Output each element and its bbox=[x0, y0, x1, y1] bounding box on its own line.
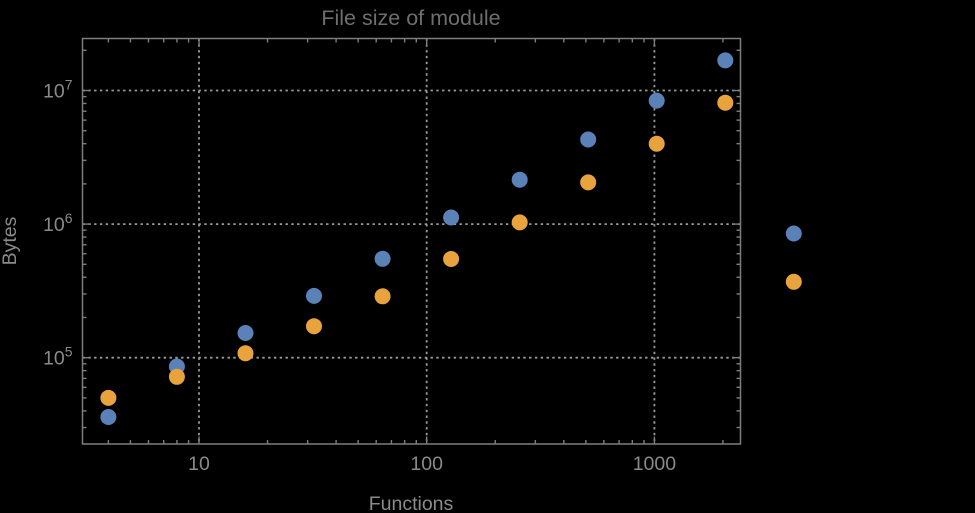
point-series-1-blue-x512 bbox=[580, 131, 597, 148]
x-tick-labels: 10 100 1000 bbox=[188, 453, 676, 475]
point-series-2-orange-x256 bbox=[511, 214, 528, 231]
series-series-1-blue bbox=[100, 52, 802, 425]
gridlines bbox=[82, 38, 741, 444]
plot-frame-group bbox=[81, 37, 742, 445]
plot-frame bbox=[81, 37, 742, 445]
axis-ticks bbox=[82, 38, 741, 444]
x-axis-label: Functions bbox=[369, 493, 454, 513]
y-tick-labels: 105 106 107 bbox=[43, 77, 73, 370]
point-series-1-blue-x1024 bbox=[648, 92, 665, 109]
x-tick-label-100: 100 bbox=[410, 453, 443, 475]
series-series-2-orange bbox=[100, 94, 802, 406]
x-tick-label-1000: 1000 bbox=[633, 453, 677, 475]
point-series-1-blue-x2048 bbox=[717, 52, 734, 69]
point-series-2-orange-x8 bbox=[168, 368, 185, 385]
point-series-1-blue-x64 bbox=[374, 250, 391, 267]
point-series-2-orange-x64 bbox=[374, 288, 391, 305]
point-series-1-blue-x16 bbox=[237, 325, 254, 341]
point-series-2-orange-x2048 bbox=[717, 94, 734, 111]
point-series-2-orange-x1024 bbox=[648, 135, 665, 152]
x-tick-label-10: 10 bbox=[188, 453, 210, 475]
point-series-2-orange-x4 bbox=[100, 389, 117, 406]
point-series-2-orange-x32 bbox=[306, 318, 322, 335]
y-tick-label-1e6: 106 bbox=[43, 210, 73, 236]
point-series-2-orange-x4096 bbox=[785, 273, 802, 290]
point-series-2-orange-x16 bbox=[237, 345, 254, 362]
point-series-2-orange-x512 bbox=[580, 174, 597, 191]
data-points bbox=[100, 52, 802, 425]
point-series-1-blue-x128 bbox=[443, 209, 460, 226]
y-axis-label: Bytes bbox=[0, 216, 21, 265]
point-series-1-blue-x256 bbox=[511, 171, 528, 188]
point-series-1-blue-x4096 bbox=[785, 225, 802, 242]
y-tick-label-1e7: 107 bbox=[43, 77, 73, 103]
chart-title: File size of module bbox=[321, 6, 500, 30]
point-series-2-orange-x128 bbox=[443, 251, 460, 267]
y-tick-label-1e5: 105 bbox=[43, 344, 73, 370]
point-series-1-blue-x32 bbox=[306, 287, 322, 304]
point-series-1-blue-x4 bbox=[100, 409, 117, 425]
